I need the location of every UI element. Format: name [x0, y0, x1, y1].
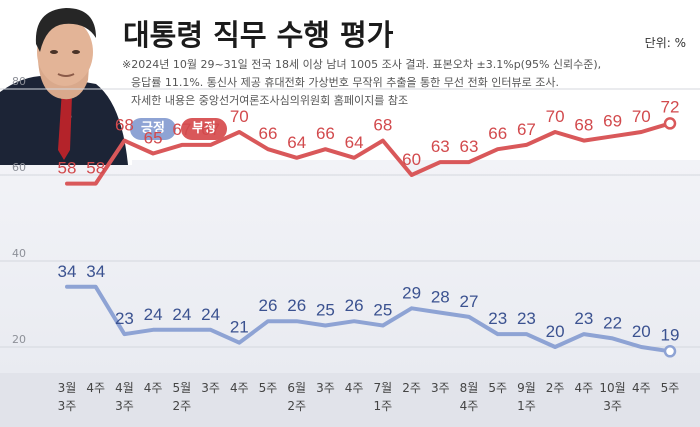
x-tick-label: 2주	[402, 381, 421, 395]
positive-value-label: 19	[661, 325, 680, 344]
positive-value-label: 34	[58, 262, 77, 281]
x-tick-label: 4주	[86, 381, 105, 395]
y-tick-label: 40	[12, 247, 26, 260]
x-tick-label: 9월	[517, 381, 536, 395]
positive-value-label: 25	[373, 301, 392, 320]
negative-value-label: 67	[517, 120, 536, 139]
negative-value-label: 66	[259, 124, 278, 143]
negative-value-label: 58	[58, 159, 77, 178]
page-title: 대통령 직무 수행 평가	[123, 18, 394, 52]
x-tick-label: 5주	[661, 381, 680, 395]
x-tick-sublabel: 3주	[603, 399, 622, 413]
positive-value-label: 23	[517, 309, 536, 328]
x-tick-label: 10월	[599, 381, 625, 395]
y-tick-label: 60	[12, 161, 26, 174]
y-tick-label: 20	[12, 333, 26, 346]
x-tick-sublabel: 3주	[58, 399, 77, 413]
negative-value-label: 63	[460, 137, 479, 156]
x-tick-label: 6월	[287, 381, 306, 395]
negative-value-label: 69	[603, 111, 622, 130]
negative-value-label: 68	[373, 116, 392, 135]
negative-value-label: 70	[546, 107, 565, 126]
positive-value-label: 21	[230, 318, 249, 337]
negative-value-label: 65	[144, 129, 163, 148]
positive-value-label: 24	[172, 305, 191, 324]
negative-value-label: 68	[574, 116, 593, 135]
survey-note-line-2: 응답률 11.1%. 통신사 제공 휴대전화 가상번호 무작위 추출을 통한 무…	[131, 76, 559, 89]
x-tick-label: 2주	[546, 381, 565, 395]
positive-value-label: 23	[115, 309, 134, 328]
legend-positive: 긍정	[130, 118, 176, 140]
positive-value-label: 26	[259, 296, 278, 315]
positive-value-label: 24	[201, 305, 220, 324]
x-tick-label: 7월	[374, 381, 393, 395]
negative-value-label: 64	[287, 133, 306, 152]
x-tick-label: 3월	[58, 381, 77, 395]
negative-value-label: 68	[115, 116, 134, 135]
positive-end-marker	[663, 345, 677, 358]
x-tick-sublabel: 3주	[115, 399, 134, 413]
x-tick-label: 3주	[201, 381, 220, 395]
x-axis-band	[0, 373, 700, 427]
positive-value-label: 28	[431, 288, 450, 307]
x-tick-label: 8월	[460, 381, 479, 395]
plot-background	[0, 160, 700, 373]
positive-value-label: 29	[402, 283, 421, 302]
positive-value-label: 20	[546, 322, 565, 341]
x-tick-sublabel: 1주	[517, 399, 536, 413]
positive-value-label: 26	[345, 296, 364, 315]
positive-value-label: 22	[603, 313, 622, 332]
x-tick-label: 4월	[115, 381, 134, 395]
negative-value-label: 70	[632, 107, 651, 126]
x-tick-label: 5주	[488, 381, 507, 395]
negative-value-label: 64	[345, 133, 364, 152]
x-tick-sublabel: 1주	[374, 399, 393, 413]
positive-value-label: 26	[287, 296, 306, 315]
x-tick-label: 5주	[259, 381, 278, 395]
x-tick-sublabel: 2주	[287, 399, 306, 413]
x-tick-label: 4주	[632, 381, 651, 395]
negative-value-label: 67	[172, 120, 191, 139]
negative-value-label: 66	[316, 124, 335, 143]
positive-value-label: 23	[488, 309, 507, 328]
x-tick-sublabel: 2주	[173, 399, 192, 413]
survey-note-line-1: ※2024년 10월 29~31일 전국 18세 이상 남녀 1005 조사 결…	[122, 58, 602, 71]
negative-value-label: 70	[230, 107, 249, 126]
negative-value-label: 66	[488, 124, 507, 143]
negative-value-label: 58	[86, 159, 105, 178]
survey-note-line-3: 자세한 내용은 중앙선거여론조사심의위원회 홈페이지를 참조	[131, 94, 409, 107]
negative-series-line	[65, 121, 672, 186]
negative-value-label: 67	[201, 120, 220, 139]
negative-value-label: 72	[661, 97, 680, 116]
x-tick-label: 3주	[316, 381, 335, 395]
x-tick-label: 5월	[173, 381, 192, 395]
negative-value-label: 63	[431, 137, 450, 156]
positive-value-label: 24	[144, 305, 163, 324]
y-tick-label: 80	[12, 75, 26, 88]
x-tick-label: 4주	[345, 381, 364, 395]
unit-label: 단위: %	[644, 36, 686, 50]
x-tick-label: 3주	[431, 381, 450, 395]
x-tick-label: 4주	[230, 381, 249, 395]
legend-negative: 부정	[181, 118, 227, 140]
negative-end-marker	[663, 117, 677, 130]
positive-series-line	[65, 284, 672, 354]
x-tick-sublabel: 4주	[460, 399, 479, 413]
positive-value-label: 34	[86, 262, 105, 281]
x-tick-label: 4주	[144, 381, 163, 395]
positive-value-label: 20	[632, 322, 651, 341]
positive-value-label: 23	[574, 309, 593, 328]
negative-value-label: 60	[402, 150, 421, 169]
positive-value-label: 25	[316, 301, 335, 320]
president-portrait	[0, 0, 132, 165]
positive-value-label: 27	[460, 292, 479, 311]
x-tick-label: 4주	[575, 381, 594, 395]
